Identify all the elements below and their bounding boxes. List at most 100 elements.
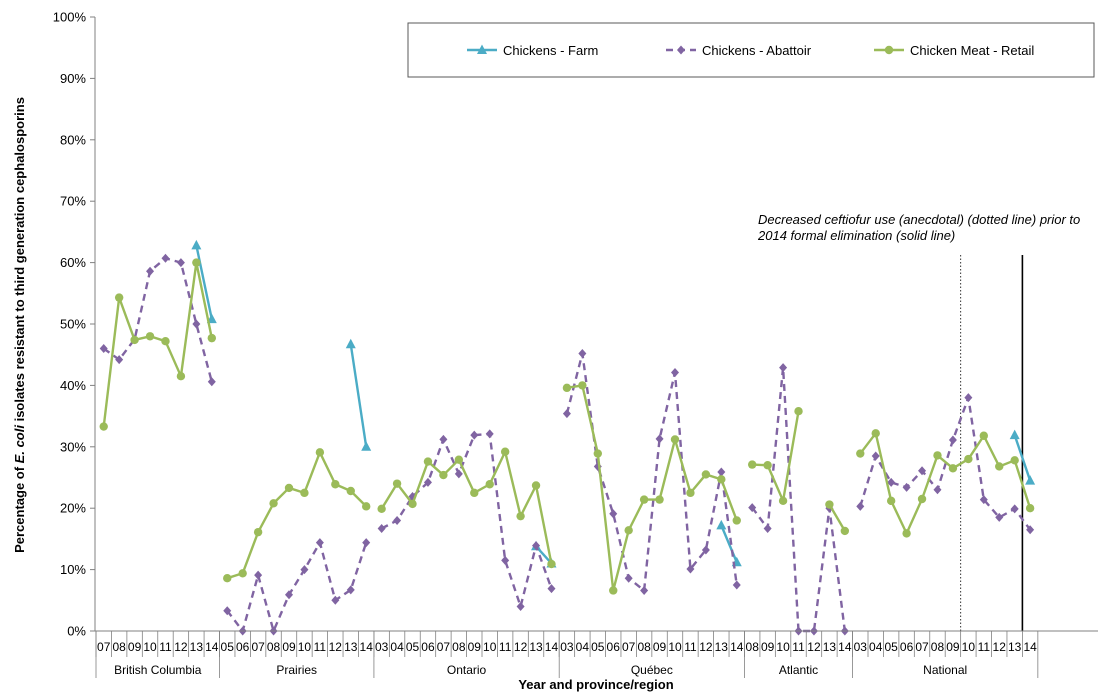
data-point: [192, 258, 201, 267]
x-tick-label: 09: [468, 640, 482, 654]
series-line: [226, 451, 368, 580]
data-point: [748, 503, 757, 513]
x-tick-label: 11: [499, 640, 512, 654]
x-tick-label: 05: [406, 640, 420, 654]
data-point: [639, 495, 649, 504]
data-point: [640, 585, 649, 595]
data-point: [1009, 429, 1020, 440]
data-point: [779, 363, 788, 373]
x-tick-label: 13: [1008, 640, 1022, 654]
y-tick-label: 100%: [53, 10, 87, 25]
data-point: [161, 336, 170, 346]
x-tick-label: 03: [375, 640, 389, 654]
x-tick-label: 09: [282, 640, 296, 654]
data-point: [902, 529, 911, 538]
data-point: [346, 585, 355, 595]
data-point: [717, 475, 726, 484]
data-point: [500, 447, 510, 456]
data-point: [145, 332, 155, 341]
data-point: [717, 467, 726, 477]
legend: Chickens - Farm Chickens - Abattoir Chicke…: [407, 22, 1095, 78]
annotation: Decreased ceftiofur use (anecdotal) (dot…: [757, 212, 1080, 243]
x-tick-label: 12: [699, 640, 713, 654]
x-tick-label: 08: [112, 640, 126, 654]
data-point: [99, 344, 108, 354]
data-point: [670, 435, 680, 444]
data-point: [485, 429, 494, 439]
data-point: [763, 523, 772, 533]
x-tick-label: 09: [761, 640, 775, 654]
x-tick-label: 13: [190, 640, 204, 654]
y-tick-label: 50%: [60, 317, 86, 332]
x-tick-label: 12: [329, 640, 343, 654]
x-tick-label: 10: [668, 640, 682, 654]
data-point: [547, 559, 556, 569]
data-point: [578, 381, 587, 390]
y-tick-label: 20%: [60, 501, 86, 516]
group-label: National: [923, 663, 967, 677]
data-point: [345, 338, 356, 349]
data-point: [918, 466, 927, 476]
data-point: [948, 464, 958, 473]
series-line: [381, 432, 553, 608]
data-point: [840, 526, 850, 536]
x-tick-label: 03: [854, 640, 868, 654]
x-tick-label: 10: [143, 640, 157, 654]
x-tick-label: 13: [823, 640, 837, 654]
x-tick-label: 05: [221, 640, 235, 654]
data-point: [470, 430, 479, 440]
data-point: [655, 495, 664, 504]
data-point: [284, 483, 294, 493]
data-point: [176, 371, 186, 381]
data-point: [269, 499, 278, 508]
series-chickens-abattoir: [99, 253, 1035, 636]
data-point: [716, 519, 727, 530]
x-tick-label: 11: [159, 640, 172, 654]
data-point: [562, 383, 572, 393]
legend-item: Chickens - Farm: [467, 43, 598, 58]
data-point: [655, 434, 664, 444]
x-tick-label: 08: [637, 640, 651, 654]
y-tick-label: 80%: [60, 132, 86, 147]
x-tick-label: 07: [622, 640, 636, 654]
x-tick-label: 12: [993, 640, 1007, 654]
data-point: [285, 590, 293, 600]
data-point: [176, 258, 185, 268]
data-point: [884, 45, 894, 55]
series-line: [102, 261, 213, 427]
group-label: Prairies: [276, 663, 317, 677]
data-point: [115, 355, 124, 365]
x-tick-label: 08: [931, 640, 945, 654]
data-point: [238, 569, 247, 578]
data-point: [532, 541, 541, 551]
series-line: [1013, 434, 1032, 481]
x-tick-label: 05: [884, 640, 898, 654]
x-tick-label: 10: [776, 640, 790, 654]
data-point: [191, 239, 202, 250]
data-point: [886, 496, 896, 506]
y-tick-label: 60%: [60, 255, 86, 270]
legend-item: Chickens - Abattoir: [666, 43, 812, 58]
y-tick-label: 30%: [60, 439, 86, 454]
data-point: [223, 573, 232, 583]
x-axis-title: Year and province/region: [518, 677, 673, 692]
data-point: [671, 368, 679, 378]
data-point: [439, 434, 448, 444]
x-tick-label: 14: [360, 640, 374, 654]
data-point: [871, 451, 880, 461]
x-tick-label: 11: [978, 640, 991, 654]
series-line: [752, 410, 800, 503]
x-tick-label: 09: [128, 640, 142, 654]
data-point: [470, 488, 479, 498]
annotation-line-1: Decreased ceftiofur use (anecdotal) (dot…: [758, 212, 1080, 227]
x-tick-label: 13: [715, 640, 729, 654]
legend-label: Chickens - Abattoir: [702, 43, 812, 58]
data-point: [331, 595, 340, 605]
data-point: [531, 481, 541, 490]
x-tick-label: 06: [607, 640, 621, 654]
group-label: Atlantic: [779, 663, 818, 677]
x-tick-label: 06: [236, 640, 250, 654]
series-line: [859, 432, 1032, 535]
annotation-line-2: 2014 formal elimination (solid line): [757, 228, 955, 243]
